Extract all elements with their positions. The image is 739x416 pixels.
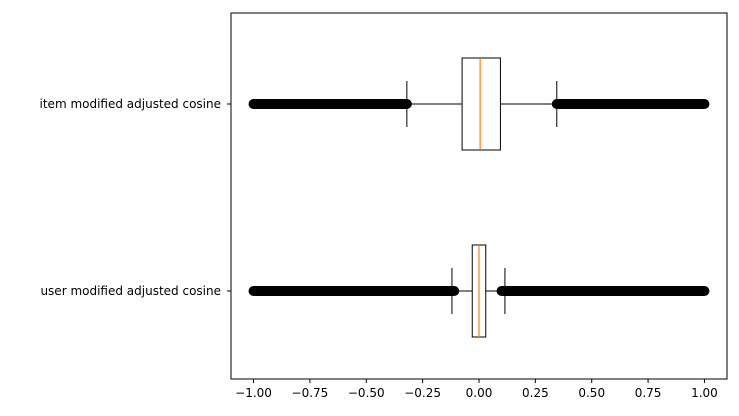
- x-tick-label-2: −0.50: [348, 386, 385, 400]
- x-axis: −1.00 −0.75 −0.50 −0.25 0.00 0.25 0.50 0.75 1.00: [235, 379, 718, 400]
- x-tick-label-7: 0.75: [635, 386, 662, 400]
- y-tick-label-0: item modified adjusted cosine: [40, 97, 221, 111]
- x-tick-label-1: −0.75: [292, 386, 329, 400]
- y-axis: item modified adjusted cosine user modifi…: [40, 97, 231, 298]
- boxplot-0: [248, 57, 710, 151]
- x-tick-label-0: −1.00: [235, 386, 272, 400]
- x-tick-label-5: 0.25: [522, 386, 549, 400]
- x-tick-label-4: 0.00: [466, 386, 493, 400]
- x-tick-label-8: 1.00: [691, 386, 718, 400]
- plot-marks: [248, 57, 710, 338]
- y-tick-label-1: user modified adjusted cosine: [40, 284, 221, 298]
- boxplot-1: [248, 244, 710, 338]
- box-0: [461, 57, 501, 151]
- x-tick-label-3: −0.25: [404, 386, 441, 400]
- x-tick-label-6: 0.50: [578, 386, 605, 400]
